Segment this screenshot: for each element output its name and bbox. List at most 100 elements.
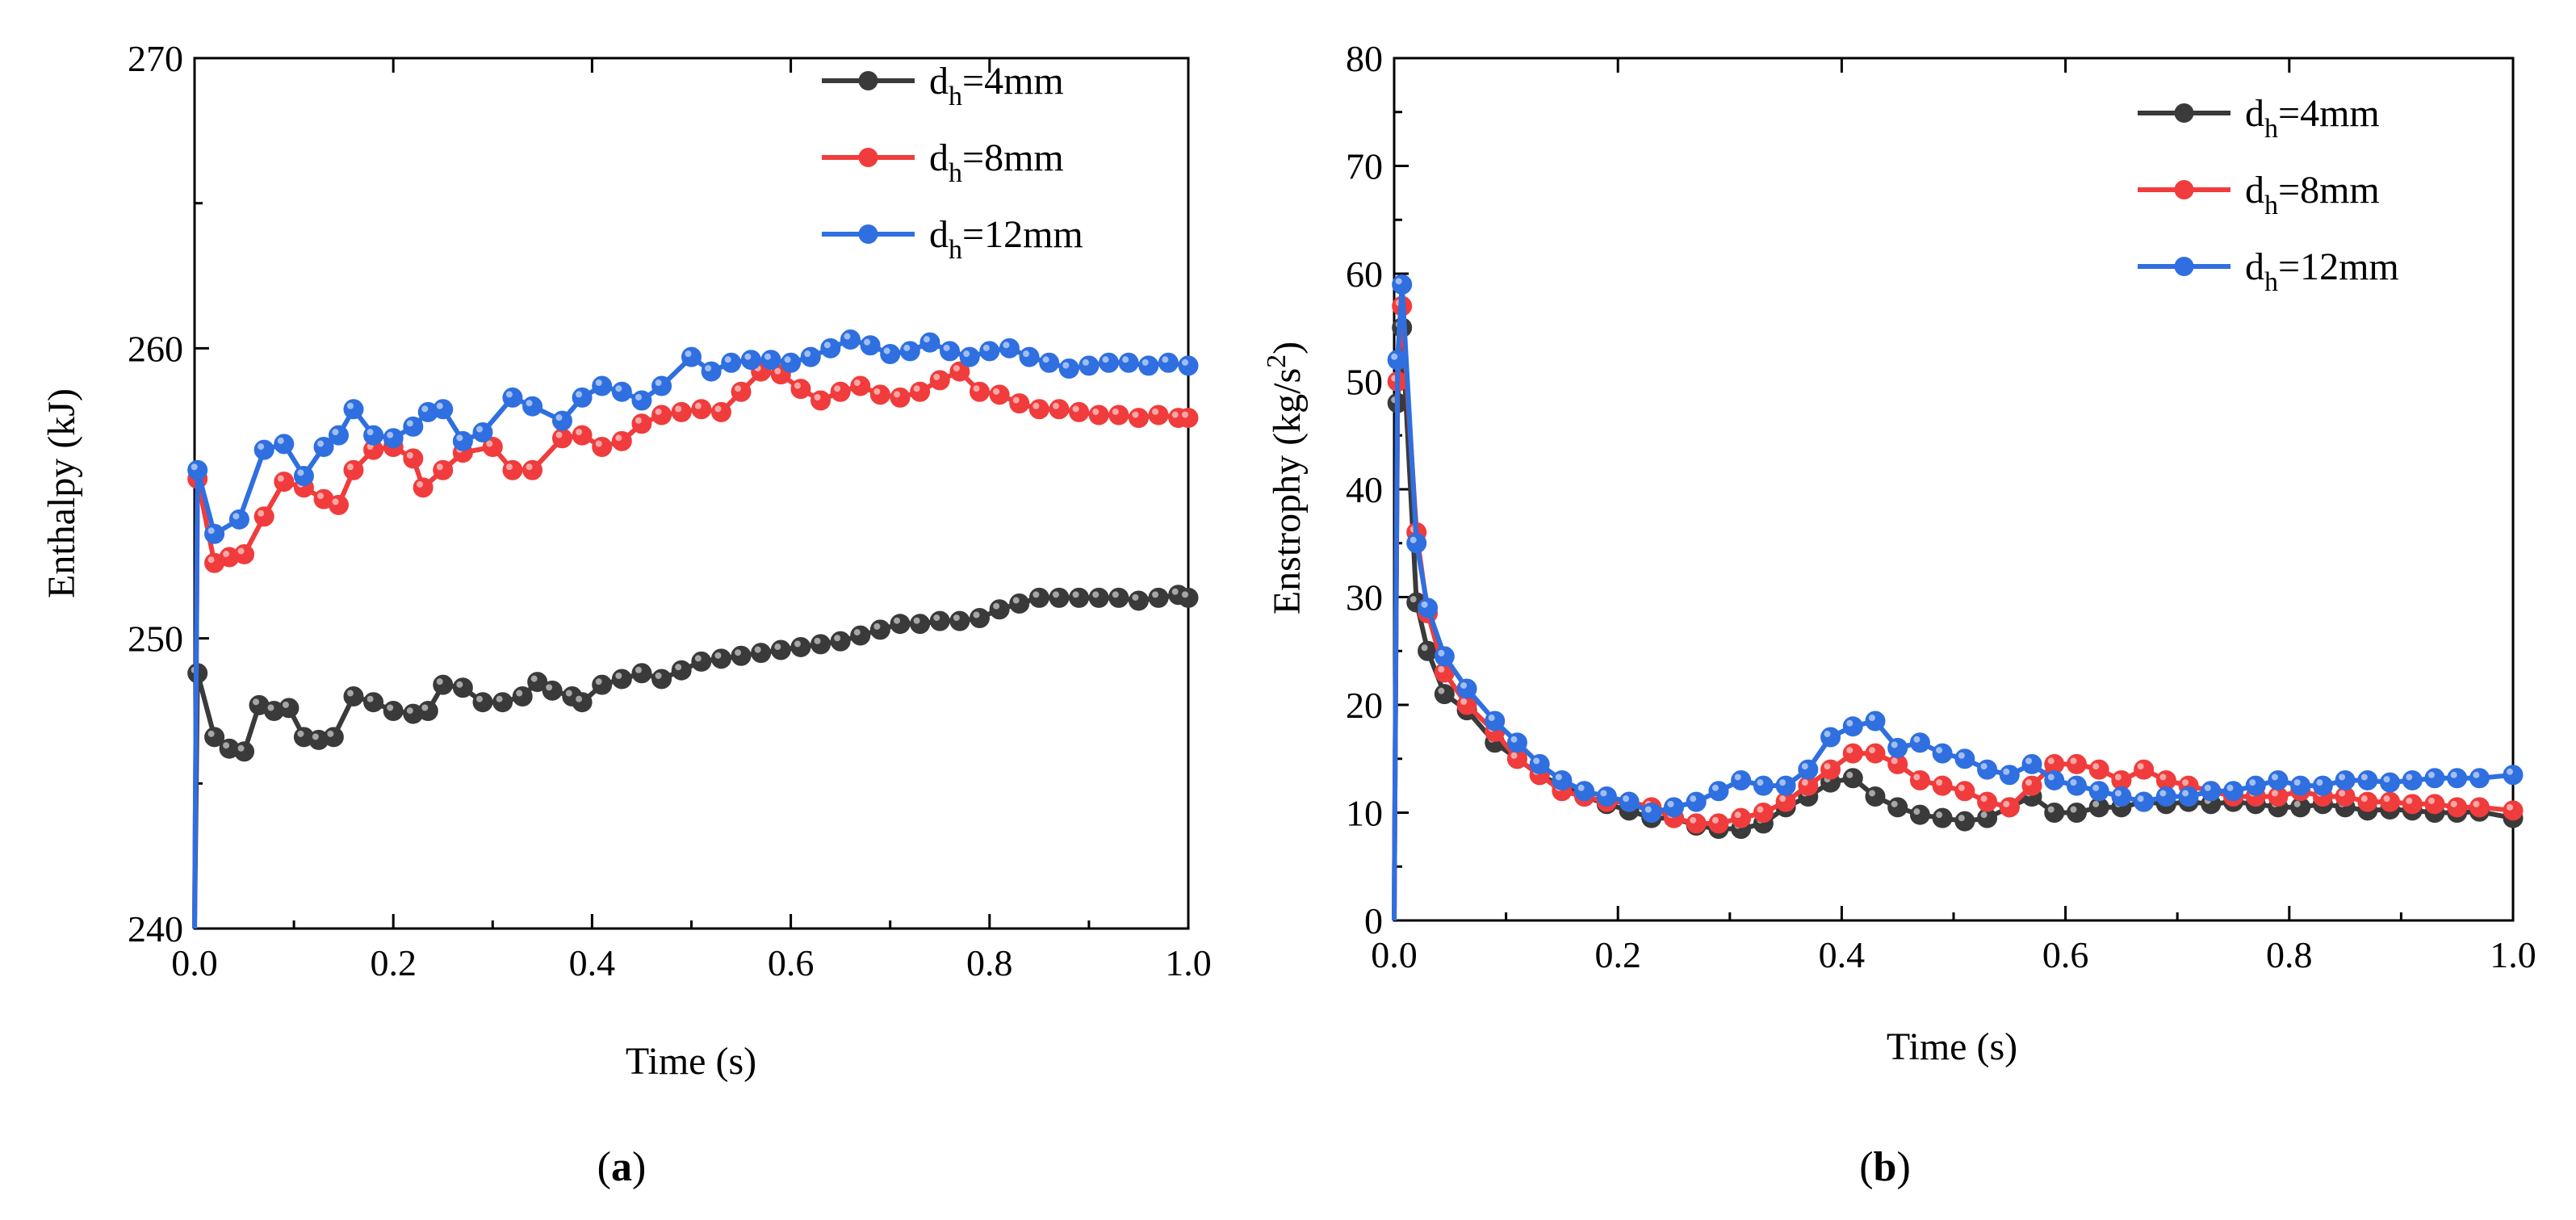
data-point-highlight bbox=[1868, 747, 1875, 754]
data-point-highlight bbox=[526, 400, 533, 407]
panel-a-enthalpy-chart: 0.0 0.2 0.4 0.6 0.8 1.0 240 250 260 270 Time (s)… bbox=[40, 38, 1212, 1190]
data-point bbox=[1686, 813, 1707, 834]
data-point-highlight bbox=[615, 672, 622, 679]
data-point bbox=[1387, 350, 1408, 371]
data-point-highlight bbox=[1868, 715, 1875, 722]
data-point bbox=[2021, 775, 2042, 796]
data-point bbox=[1909, 732, 1930, 753]
data-point-highlight bbox=[2204, 784, 2211, 791]
data-point bbox=[1434, 646, 1455, 667]
data-point-highlight bbox=[814, 394, 821, 401]
data-point bbox=[1178, 587, 1199, 608]
x-tick-label: 1.0 bbox=[1165, 942, 1212, 983]
data-point bbox=[328, 494, 349, 515]
data-point bbox=[770, 639, 791, 660]
data-point-highlight bbox=[1102, 356, 1109, 363]
data-point-highlight bbox=[526, 463, 533, 471]
data-point bbox=[228, 509, 249, 530]
data-point-highlight bbox=[655, 408, 662, 415]
data-point-highlight bbox=[1082, 358, 1089, 366]
data-point-highlight bbox=[2249, 779, 2256, 786]
data-point-highlight bbox=[406, 451, 413, 459]
data-point bbox=[328, 425, 349, 446]
data-point bbox=[2469, 768, 2490, 789]
x-tick-label: 0.4 bbox=[1819, 934, 1866, 975]
panel-b-legend: dh=4mm dh=8mm dh=12mm bbox=[2138, 92, 2399, 297]
data-point bbox=[2134, 791, 2155, 812]
data-point bbox=[1686, 791, 1707, 812]
data-point bbox=[1708, 813, 1729, 834]
data-point-highlight bbox=[1891, 800, 1898, 807]
data-point-highlight bbox=[2182, 779, 2189, 786]
data-point-highlight bbox=[1395, 278, 1402, 285]
data-point-highlight bbox=[1092, 591, 1100, 598]
panel-b-y-axis-title: Enstrophy (kg/s2) bbox=[1262, 342, 1309, 614]
data-point-highlight bbox=[794, 640, 801, 648]
data-point bbox=[492, 692, 513, 713]
data-point-highlight bbox=[694, 655, 702, 662]
data-point-highlight bbox=[1958, 815, 1965, 822]
data-point-highlight bbox=[1171, 588, 1179, 595]
data-point-highlight bbox=[913, 617, 920, 624]
data-point bbox=[522, 459, 543, 480]
data-point bbox=[1058, 358, 1079, 379]
data-point-highlight bbox=[2025, 779, 2033, 786]
y-tick-label: 60 bbox=[1346, 254, 1383, 295]
panel-b-series bbox=[1387, 274, 2524, 921]
data-point-highlight bbox=[1132, 593, 1139, 601]
data-point bbox=[323, 727, 344, 748]
data-point bbox=[2380, 772, 2401, 793]
data-point-highlight bbox=[774, 367, 781, 375]
data-point-highlight bbox=[1052, 591, 1059, 598]
data-point-highlight bbox=[1391, 353, 1398, 360]
data-point-highlight bbox=[1980, 795, 1987, 803]
data-point-highlight bbox=[436, 402, 443, 409]
data-point bbox=[1079, 355, 1100, 376]
data-point bbox=[929, 370, 950, 391]
data-point-highlight bbox=[903, 344, 911, 351]
data-point-highlight bbox=[1711, 816, 1719, 824]
data-point-highlight bbox=[2360, 774, 2368, 781]
data-point-highlight bbox=[655, 379, 662, 387]
data-point bbox=[363, 692, 384, 713]
x-tick-label: 0.8 bbox=[2266, 934, 2313, 975]
data-point-highlight bbox=[2427, 771, 2435, 778]
data-point-highlight bbox=[2507, 803, 2513, 811]
data-point-highlight bbox=[853, 379, 861, 387]
data-point bbox=[1128, 408, 1149, 429]
data-point-highlight bbox=[784, 356, 791, 363]
data-point bbox=[572, 387, 593, 408]
data-point-highlight bbox=[1023, 350, 1030, 358]
data-point bbox=[2088, 759, 2109, 780]
data-point bbox=[1753, 803, 1774, 823]
data-point bbox=[1039, 352, 1060, 373]
data-point-highlight bbox=[1112, 591, 1119, 598]
data-point-highlight bbox=[933, 614, 940, 622]
data-point bbox=[989, 384, 1010, 405]
data-point bbox=[1842, 716, 1863, 737]
data-point-highlight bbox=[1421, 601, 1428, 608]
data-point-highlight bbox=[675, 405, 682, 413]
data-point bbox=[631, 663, 652, 684]
data-point bbox=[542, 680, 563, 701]
data-point-highlight bbox=[312, 733, 319, 740]
data-point bbox=[701, 361, 722, 382]
data-point-highlight bbox=[923, 336, 930, 343]
data-point bbox=[1932, 775, 1953, 796]
data-point-highlight bbox=[207, 730, 215, 737]
y-tick-label: 270 bbox=[128, 38, 183, 79]
data-point-highlight bbox=[258, 509, 265, 517]
data-point-highlight bbox=[1409, 596, 1417, 603]
data-point-highlight bbox=[332, 429, 339, 436]
data-point-highlight bbox=[963, 350, 970, 358]
data-point-highlight bbox=[1623, 795, 1630, 803]
data-point-highlight bbox=[2450, 800, 2457, 807]
legend-marker bbox=[2174, 180, 2194, 199]
y-tick-label: 0 bbox=[1364, 900, 1383, 941]
panel-b-caption: (b) bbox=[1859, 1144, 1911, 1190]
y-tick-label: 70 bbox=[1346, 146, 1383, 187]
data-point-highlight bbox=[2383, 795, 2390, 803]
data-point bbox=[989, 599, 1010, 620]
data-point-highlight bbox=[2159, 790, 2167, 797]
data-point bbox=[2178, 786, 2199, 807]
